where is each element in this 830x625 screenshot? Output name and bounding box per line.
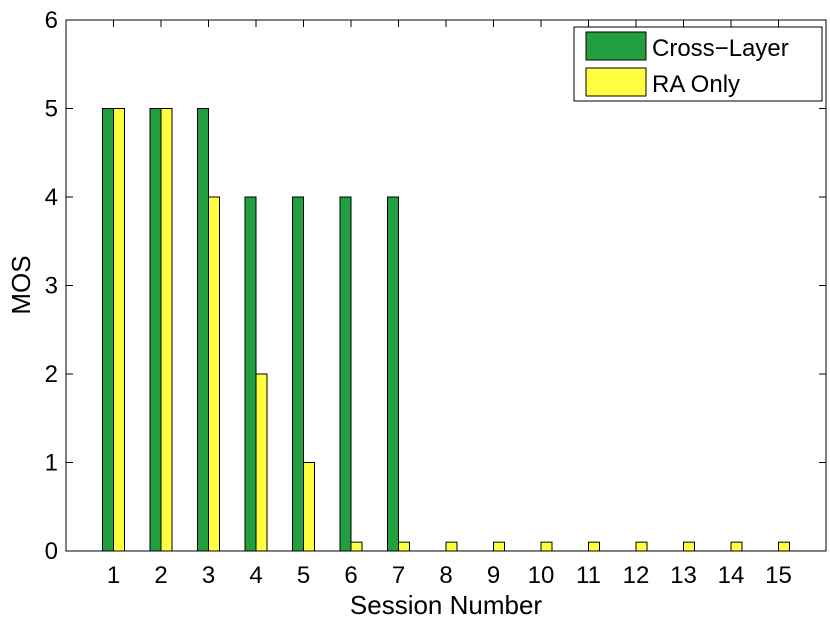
y-tick-label: 3 xyxy=(45,273,58,300)
x-tick-label: 3 xyxy=(202,562,215,589)
y-tick-label: 1 xyxy=(45,450,58,477)
y-axis: 0 1 2 3 4 5 6 xyxy=(45,7,826,565)
x-tick-label: 10 xyxy=(528,562,555,589)
x-tick-label: 9 xyxy=(487,562,500,589)
bar-cross-layer-1 xyxy=(102,108,114,552)
x-tick-label: 11 xyxy=(576,562,601,589)
x-tick-label: 1 xyxy=(107,562,120,589)
legend-label-ra-only: RA Only xyxy=(652,71,740,98)
x-axis: 1 2 3 4 5 6 7 8 9 10 11 12 13 14 15 xyxy=(107,20,792,589)
bar-ra-only-1 xyxy=(113,108,125,552)
bar-ra-only-9 xyxy=(493,541,505,552)
legend-swatch-cross-layer xyxy=(585,31,647,61)
legend: Cross−Layer RA Only xyxy=(573,26,823,102)
y-tick-label: 4 xyxy=(45,184,58,211)
y-tick-label: 2 xyxy=(45,361,58,388)
y-tick-label: 5 xyxy=(45,96,58,123)
x-tick-label: 8 xyxy=(439,562,452,589)
bar-ra-only-14 xyxy=(730,541,743,552)
x-tick-label: 12 xyxy=(623,562,650,589)
bar-ra-only-6 xyxy=(350,541,363,552)
y-axis-label: MOS xyxy=(6,255,36,314)
bar-ra-only-13 xyxy=(683,541,695,552)
x-tick-label: 15 xyxy=(765,562,792,589)
legend-label-cross-layer: Cross−Layer xyxy=(652,35,789,62)
bar-cross-layer-4 xyxy=(244,196,257,552)
bar-ra-only-8 xyxy=(445,541,458,552)
bar-cross-layer-5 xyxy=(292,196,304,552)
bar-ra-only-15 xyxy=(778,541,790,552)
y-tick-label: 6 xyxy=(45,7,58,34)
x-tick-label: 5 xyxy=(297,562,310,589)
x-tick-label: 14 xyxy=(718,562,745,589)
bar-ra-only-12 xyxy=(635,541,648,552)
x-tick-label: 2 xyxy=(154,562,167,589)
bar-ra-only-5 xyxy=(303,462,315,552)
x-tick-label: 6 xyxy=(344,562,357,589)
bar-cross-layer-7 xyxy=(387,196,399,552)
bar-ra-only-10 xyxy=(540,541,553,552)
bar-ra-only-11 xyxy=(588,541,600,552)
x-tick-label: 13 xyxy=(670,562,697,589)
legend-swatch-ra-only xyxy=(585,67,647,97)
bar-ra-only-3 xyxy=(208,196,220,552)
x-axis-label: Session Number xyxy=(350,590,543,620)
x-tick-label: 7 xyxy=(392,562,405,589)
bar-cross-layer-6 xyxy=(339,196,352,552)
bar-cross-layer-3 xyxy=(197,108,209,552)
plot-area xyxy=(66,20,826,551)
y-tick-label: 0 xyxy=(45,538,58,565)
x-tick-label: 4 xyxy=(249,562,262,589)
bar-ra-only-2 xyxy=(160,108,173,552)
bar-ra-only-4 xyxy=(255,373,268,552)
bar-cross-layer-2 xyxy=(149,108,162,552)
bar-ra-only-7 xyxy=(398,541,410,552)
